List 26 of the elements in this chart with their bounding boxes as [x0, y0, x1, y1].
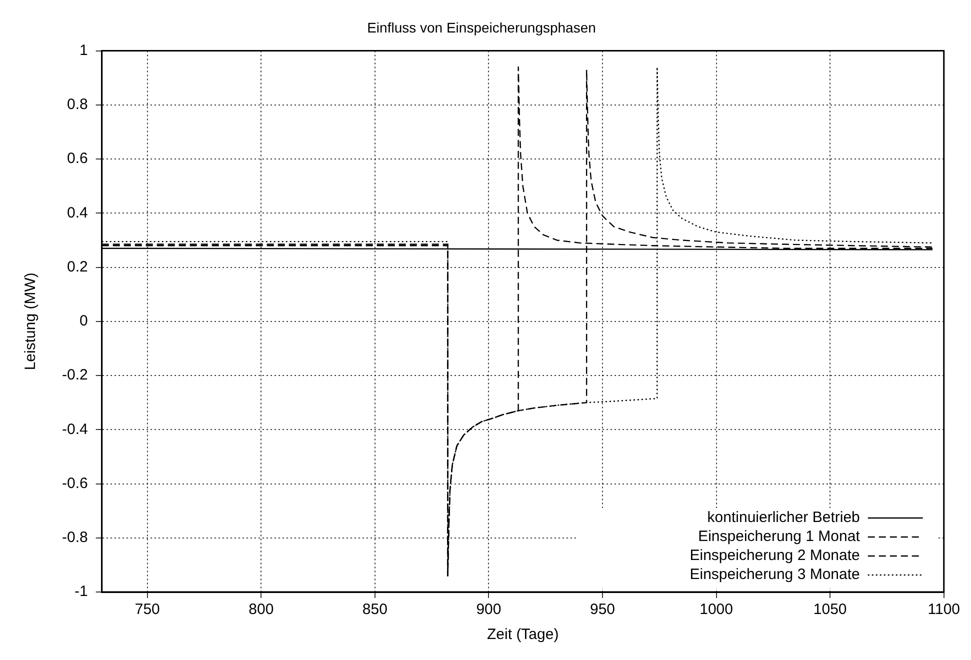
legend-label: kontinuierlicher Betrieb [707, 509, 860, 526]
y-tick-label: -0.6 [62, 474, 88, 492]
y-tick-label: 0 [80, 312, 88, 330]
x-tick-label: 1050 [813, 601, 847, 618]
x-tick-label: 1100 [928, 601, 960, 618]
legend-label: Einspeicherung 3 Monate [690, 566, 860, 584]
x-tick-label: 750 [134, 601, 160, 618]
y-tick-label: -0.2 [62, 366, 88, 384]
x-tick-label: 1000 [700, 601, 733, 618]
x-tick-label: 850 [362, 601, 388, 618]
x-axis-title: Zeit (Tage) [487, 626, 559, 644]
y-tick-label: 0.2 [66, 258, 88, 276]
y-tick-label: -0.4 [62, 420, 88, 438]
x-tick-label: 900 [476, 601, 502, 618]
y-tick-label: -1 [74, 583, 88, 600]
y-tick-label: 0.4 [66, 204, 88, 222]
y-axis-title: Leistung (MW) [22, 272, 40, 370]
y-tick-label: 0.6 [66, 150, 88, 168]
x-tick-label: 800 [248, 601, 274, 618]
legend-label: Einspeicherung 2 Monate [690, 547, 860, 564]
chart-title: Einfluss von Einspeicherungsphasen [367, 19, 596, 36]
y-tick-label: 1 [80, 42, 88, 59]
y-tick-label: -0.8 [62, 529, 88, 546]
y-tick-label: 0.8 [66, 96, 88, 114]
x-tick-label: 950 [590, 601, 616, 618]
legend-label: Einspeicherung 1 Monat [698, 528, 861, 546]
